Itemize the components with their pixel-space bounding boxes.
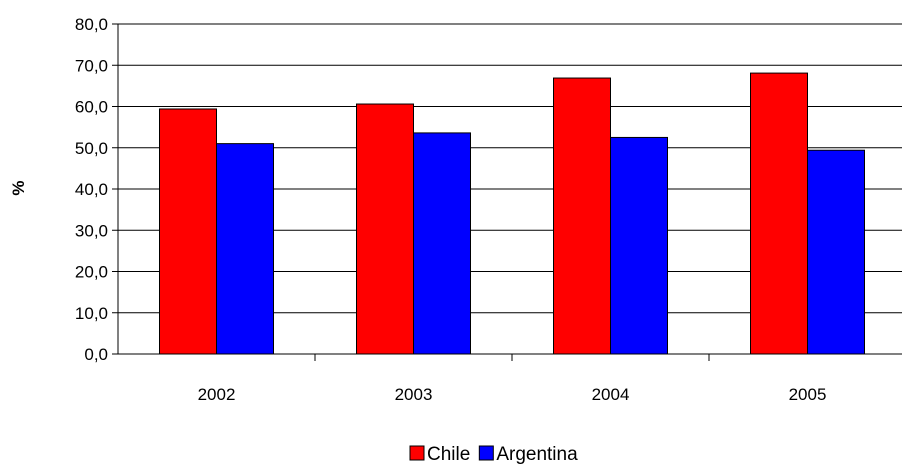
bars	[159, 72, 865, 355]
bar-chile-2004	[553, 77, 611, 355]
bar-argentina-2002	[216, 143, 274, 355]
x-tick-label: 2004	[592, 385, 630, 404]
x-tick-label: 2002	[198, 385, 236, 404]
x-tick-label: 2005	[789, 385, 827, 404]
y-tick-label: 10,0	[75, 304, 108, 323]
y-tick-label: 70,0	[75, 56, 108, 75]
y-tick-label: 30,0	[75, 221, 108, 240]
y-tick-label: 50,0	[75, 139, 108, 158]
bar-argentina-2003	[413, 132, 471, 355]
bar-chile-2003	[356, 103, 414, 355]
legend: Chile Argentina	[409, 444, 578, 465]
y-tick-label: 80,0	[75, 15, 108, 34]
legend-label-argentina: Argentina	[496, 444, 578, 465]
bar-chile-2002	[159, 108, 217, 355]
bar-chile-2005	[750, 72, 808, 355]
y-tick-label: 60,0	[75, 98, 108, 117]
bar-argentina-2005	[807, 149, 865, 355]
x-tick-label: 2003	[395, 385, 433, 404]
y-tick-label: 40,0	[75, 180, 108, 199]
x-tick-labels: 2002 2003 2004 2005	[198, 385, 827, 404]
legend-label-chile: Chile	[427, 444, 470, 465]
y-tick-label: 20,0	[75, 263, 108, 282]
bar-argentina-2004	[610, 136, 668, 355]
axes	[112, 23, 902, 361]
legend-swatch-chile	[409, 445, 425, 461]
legend-swatch-argentina	[478, 445, 494, 461]
y-tick-labels: 0,0 10,0 20,0 30,0 40,0 50,0 60,0 70,0 80,0	[75, 15, 108, 364]
y-axis-title: %	[9, 180, 28, 195]
y-tick-label: 0,0	[84, 345, 108, 364]
